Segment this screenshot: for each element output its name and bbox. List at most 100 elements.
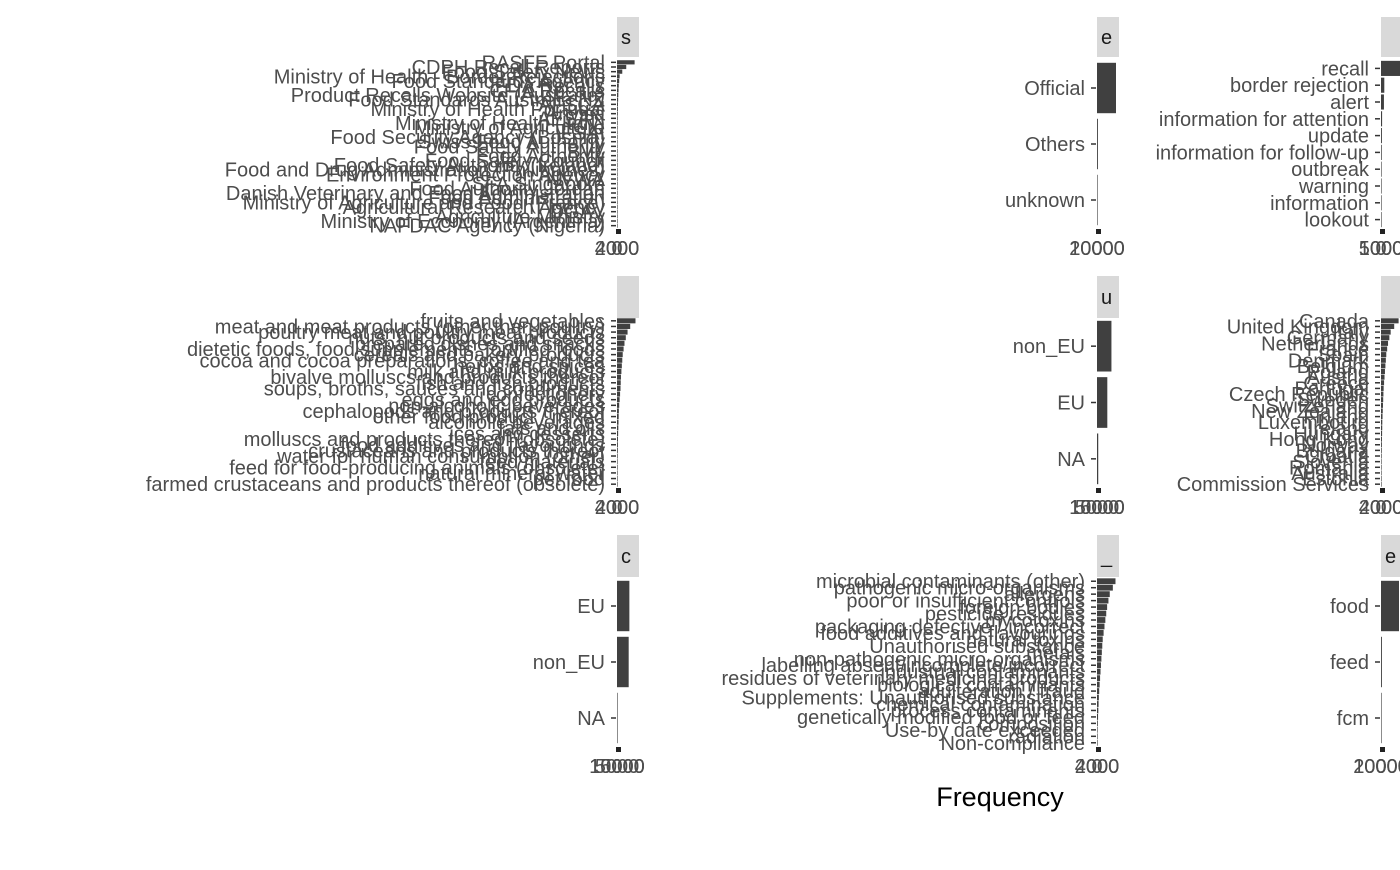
category-label: information for follow-up <box>1156 142 1369 164</box>
category-label: Food Standards Australia NZ <box>348 90 605 112</box>
bar <box>1381 459 1382 465</box>
category-label: natural mineral water <box>418 463 605 485</box>
bar <box>1381 77 1385 93</box>
bar <box>617 167 618 172</box>
category-label: meat and meat products (other than poult… <box>215 316 605 338</box>
bar <box>1381 335 1390 341</box>
bar <box>617 92 619 98</box>
category-label: nuts, nut products and seeds <box>348 328 605 350</box>
x-tick-label: 0 <box>611 756 622 778</box>
bar <box>1097 694 1099 701</box>
bar <box>1097 681 1100 688</box>
category-label: pathogenic micro-organisms <box>834 578 1085 600</box>
x-tick-label: 10000 <box>1353 756 1400 778</box>
category-label: soups, broths, sauces and condiments <box>264 378 605 400</box>
bar <box>1381 357 1386 363</box>
x-tick-label: 10000 <box>1069 238 1125 260</box>
bar <box>617 116 618 121</box>
panel-strip-label: _ <box>1100 546 1113 568</box>
x-tick-label: 2000 <box>1359 497 1400 519</box>
x-tick <box>1096 488 1101 493</box>
bar <box>1097 668 1101 675</box>
category-label: cephalopods and products thereof <box>303 401 606 423</box>
bar <box>1097 707 1099 714</box>
category-label: Unauthorised substance <box>869 636 1085 658</box>
bar <box>617 397 620 403</box>
category-label: Food Authority Jordan <box>409 178 605 200</box>
bar <box>617 97 619 102</box>
bar <box>1381 436 1382 442</box>
category-label: fish and fish products <box>416 373 605 395</box>
bar <box>617 453 618 459</box>
bar <box>617 385 621 391</box>
x-tick-label: 20000 <box>1353 756 1400 778</box>
category-label: other food product / mixed <box>373 407 605 429</box>
category-label: genetically modified food or feed <box>797 707 1085 729</box>
category-label: herbs and spices <box>454 356 605 378</box>
x-tick-label: 4000 <box>595 238 640 260</box>
category-label: Italy <box>1332 322 1369 344</box>
bar <box>1381 408 1383 414</box>
category-label: Food Standards Agency <box>392 71 605 93</box>
category-label: Slovenia <box>1292 452 1370 474</box>
bar <box>617 176 618 182</box>
x-tick-label: 5000 <box>1075 497 1120 519</box>
category-label: Romania <box>1289 457 1370 479</box>
category-label: metals <box>1026 642 1085 664</box>
category-label: FSAI <box>561 122 605 144</box>
x-tick-label: 2000 <box>1075 756 1120 778</box>
category-label: Swiss Food Authority <box>418 132 605 154</box>
x-tick <box>1380 747 1385 752</box>
bar <box>1381 464 1382 470</box>
x-tick <box>1380 229 1385 234</box>
bar <box>617 102 618 107</box>
bar <box>617 335 626 341</box>
category-label: industrial contaminants <box>880 662 1085 684</box>
bar <box>1097 433 1099 485</box>
category-label: cocoa and cocoa preparations, coffee and… <box>200 350 606 372</box>
category-label: United Kingdom <box>1227 316 1369 338</box>
bar <box>617 442 618 448</box>
category-label: Others <box>1025 134 1085 156</box>
x-tick-label: 15000 <box>1069 497 1125 519</box>
bar <box>1097 714 1099 720</box>
category-label: Bulgaria <box>1296 440 1370 462</box>
x-tick-label: 0 <box>1375 756 1386 778</box>
bar <box>617 111 618 116</box>
category-label: alert <box>1330 92 1369 114</box>
bar <box>617 636 629 688</box>
bar <box>1097 377 1108 428</box>
category-label: Switzerland <box>1266 395 1369 417</box>
bar <box>1097 726 1098 733</box>
category-label: Ireland <box>1308 418 1369 440</box>
bar <box>617 425 619 431</box>
category-label: Food Safety Authority <box>414 136 605 158</box>
bar <box>617 144 618 149</box>
x-tick-label: 5000 <box>595 756 640 778</box>
x-tick-label: 0 <box>1375 497 1386 519</box>
bar <box>617 380 621 386</box>
bar <box>617 470 618 476</box>
category-label: farmed crustaceans and products thereof … <box>146 474 605 496</box>
bar <box>1097 584 1113 591</box>
bar <box>1381 425 1383 431</box>
category-label: Estonia <box>1302 469 1370 491</box>
category-label: poor or insufficient controls <box>846 591 1085 613</box>
x-tick-label: 15000 <box>589 756 645 778</box>
category-label: feed <box>1330 652 1369 674</box>
panel-strip <box>1381 276 1400 318</box>
category-label: Australia <box>1291 463 1370 485</box>
category-label: dietetic foods, food supplements, fortif… <box>187 339 605 361</box>
bar <box>1097 591 1110 598</box>
category-label: Finland <box>1303 407 1369 429</box>
category-label: information for attention <box>1159 109 1369 131</box>
category-label: water for human consumption (other) <box>276 446 605 468</box>
bar <box>1381 397 1384 403</box>
category-label: DGAV <box>550 202 606 224</box>
bar <box>617 153 618 158</box>
category-label: Danish Veterinary and Food Administratio… <box>226 183 605 205</box>
category-label: Poland <box>1307 362 1369 384</box>
category-label: Spain <box>1318 345 1369 367</box>
